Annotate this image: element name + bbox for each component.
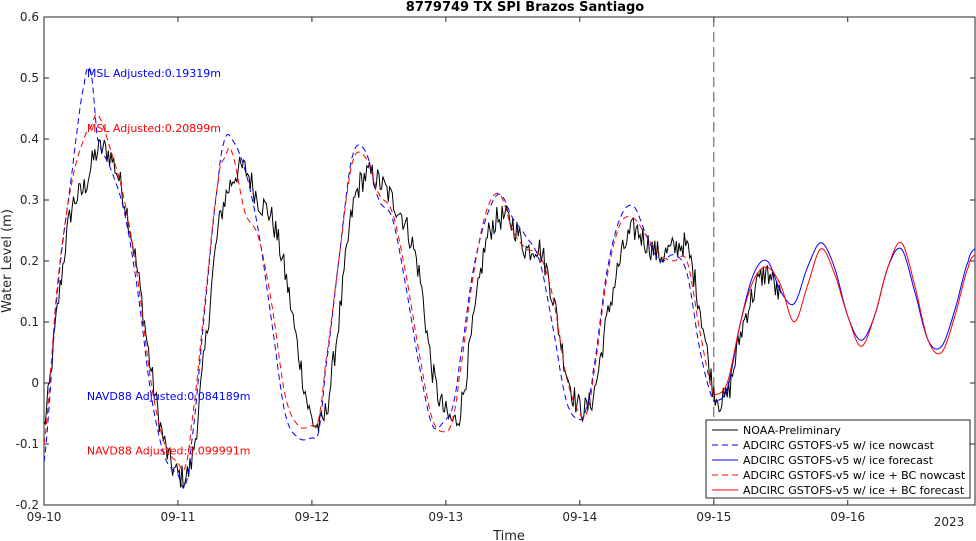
year-label: 2023 xyxy=(934,515,965,529)
legend-box xyxy=(705,419,971,499)
series-line-2 xyxy=(713,242,975,402)
y-tick-label: 0.4 xyxy=(20,132,39,146)
series-line-0 xyxy=(44,139,782,489)
x-tick-label: 09-14 xyxy=(562,510,597,524)
legend-label: ADCIRC GSTOFS-v5 w/ ice forecast xyxy=(743,454,934,467)
annotation-label: MSL Adjusted:0.19319m xyxy=(87,67,221,80)
annotation-label: NAVD88 Adjusted:0.099991m xyxy=(87,445,251,458)
x-tick-label: 09-13 xyxy=(428,510,463,524)
y-tick-label: 0.5 xyxy=(20,71,39,85)
legend-label: NOAA-Preliminary xyxy=(743,424,841,437)
legend-label: ADCIRC GSTOFS-v5 w/ ice + BC forecast xyxy=(743,484,965,497)
annotation-label: NAVD88 Adjusted:0.084189m xyxy=(87,390,251,403)
x-tick-label: 09-12 xyxy=(294,510,329,524)
y-tick-label: 0.2 xyxy=(20,254,39,268)
x-tick-label: 09-10 xyxy=(27,510,62,524)
series-line-4 xyxy=(713,241,975,396)
y-axis-label: Water Level (m) xyxy=(0,209,15,313)
annotation-label: MSL Adjusted:0.20899m xyxy=(87,122,221,135)
legend: NOAA-Preliminary ADCIRC GSTOFS-v5 w/ ice … xyxy=(705,419,971,499)
y-tick-label: -0.1 xyxy=(16,437,39,451)
legend-label: ADCIRC GSTOFS-v5 w/ ice nowcast xyxy=(743,439,935,452)
chart-title: 8779749 TX SPI Brazos Santiago xyxy=(406,0,645,15)
x-tick-label: 09-16 xyxy=(830,510,865,524)
legend-label: ADCIRC GSTOFS-v5 w/ ice + BC nowcast xyxy=(743,469,966,482)
series-line-3 xyxy=(44,113,715,472)
y-tick-label: 0.3 xyxy=(20,193,39,207)
y-tick-label: -0.2 xyxy=(16,498,39,512)
y-tick-label: 0 xyxy=(31,376,39,390)
x-tick-label: 09-11 xyxy=(161,510,196,524)
x-tick-label: 09-15 xyxy=(696,510,731,524)
y-tick-label: 0.6 xyxy=(20,10,39,24)
series-line-1 xyxy=(44,66,715,489)
x-axis-label: Time xyxy=(492,529,525,541)
y-tick-label: 0.1 xyxy=(20,315,39,329)
